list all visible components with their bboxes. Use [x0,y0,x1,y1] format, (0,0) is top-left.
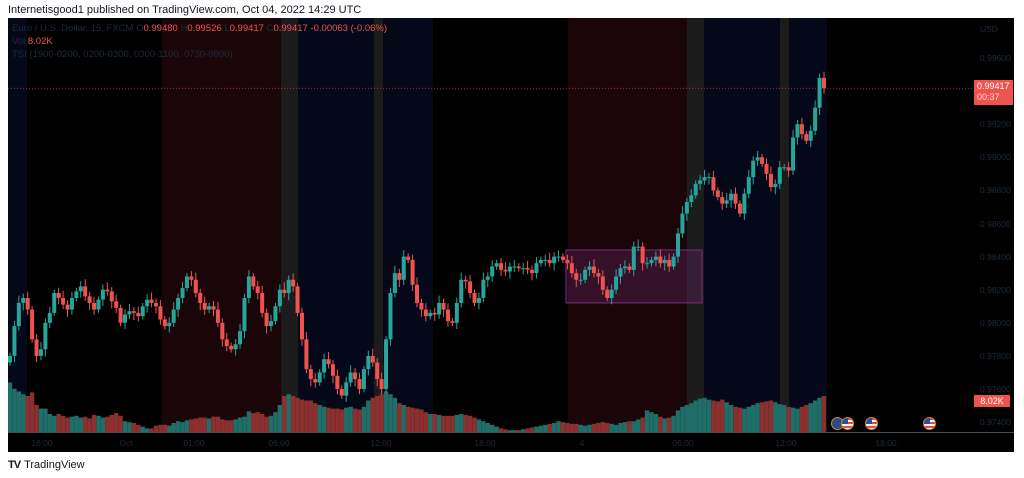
session-band [433,18,568,432]
legend-volume-row: Vol 8.02K [12,35,387,48]
time-tick: 16:00 [31,438,53,448]
price-tick: 0.97400 [980,417,1011,428]
us-flag-event-icon[interactable] [841,417,854,430]
bar-countdown: 00:37 [977,92,1000,102]
currency-label: USD [980,24,998,34]
price-tick: 0.99200 [980,119,1011,130]
change-value: -0.00063 (-0.06%) [310,23,388,34]
time-tick: 18:00 [474,438,496,448]
indicator-label[interactable]: TSI (1900-0200, 0200-0300, 0300-1100, 07… [12,49,233,60]
price-tick: 0.99600 [980,53,1011,63]
price-tick: 0.97800 [980,350,1011,361]
time-tick: 18:00 [875,438,897,448]
volume-tag: 8.02K [974,395,1010,407]
legend-ohlc-row: Euro / U.S. Dollar, 15, FXCM O0.99480 H0… [12,22,387,35]
current-price-tag: 0.99417 00:37 [974,80,1013,105]
current-price: 0.99417 [977,81,1010,91]
session-band [687,18,704,432]
tradingview-brand[interactable]: TV TradingView [8,459,85,471]
low-value: 0.99417 [229,23,264,34]
session-band [27,18,162,432]
volume-value: 8.02K [27,36,53,47]
session-band [8,18,27,432]
time-tick: 06:00 [672,438,694,448]
publisher-caption: Internetisgood1 published on TradingView… [8,4,362,16]
us-flag-event-icon[interactable] [865,417,878,430]
price-tick: 0.98200 [980,284,1011,295]
close-value: 0.99417 [273,23,308,34]
time-tick: 06:00 [268,438,290,448]
high-value: 0.99526 [187,23,222,34]
price-tick: 0.98800 [980,185,1011,196]
time-tick: 12:00 [775,438,797,448]
session-band [780,18,789,432]
close-label: C [266,23,274,34]
price-chart[interactable] [8,18,1014,452]
price-tick: 0.98400 [980,251,1011,262]
chart-frame[interactable]: Euro / U.S. Dollar, 15, FXCM O0.99480 H0… [8,18,1014,452]
time-tick: Oct [119,438,133,448]
legend-indicator-row: TSI (1900-0200, 0200-0300, 0300-1100, 07… [12,48,387,61]
chart-legend: Euro / U.S. Dollar, 15, FXCM O0.99480 H0… [12,22,387,61]
high-label: H [180,23,188,34]
low-label: L [224,23,230,34]
session-band [162,18,281,432]
session-band [704,18,780,432]
price-tick: 0.98000 [980,317,1011,328]
price-tick: 0.97600 [980,384,1011,394]
us-flag-event-icon[interactable] [923,417,936,430]
time-tick: 4 [579,438,585,448]
volume-label[interactable]: Vol [12,36,26,47]
time-tick: 12:00 [370,438,392,448]
price-tick: 0.99000 [980,152,1011,163]
session-band [568,18,687,432]
session-band [281,18,298,432]
session-band [383,18,433,432]
session-band [298,18,374,432]
time-tick: 01:00 [183,438,205,448]
open-value: 0.99480 [143,23,178,34]
session-band [374,18,383,432]
tradingview-logo-icon: TV [8,459,21,471]
time-axis[interactable]: 16:00 Oct 01:00 06:00 12:00 18:00 4 06:00 12:00 1… [8,432,1014,452]
open-label: O [136,23,144,34]
price-tick: 0.98600 [980,218,1011,229]
brand-name: TradingView [24,459,85,471]
symbol-name[interactable]: Euro / U.S. Dollar, 15, FXCM [12,23,134,34]
